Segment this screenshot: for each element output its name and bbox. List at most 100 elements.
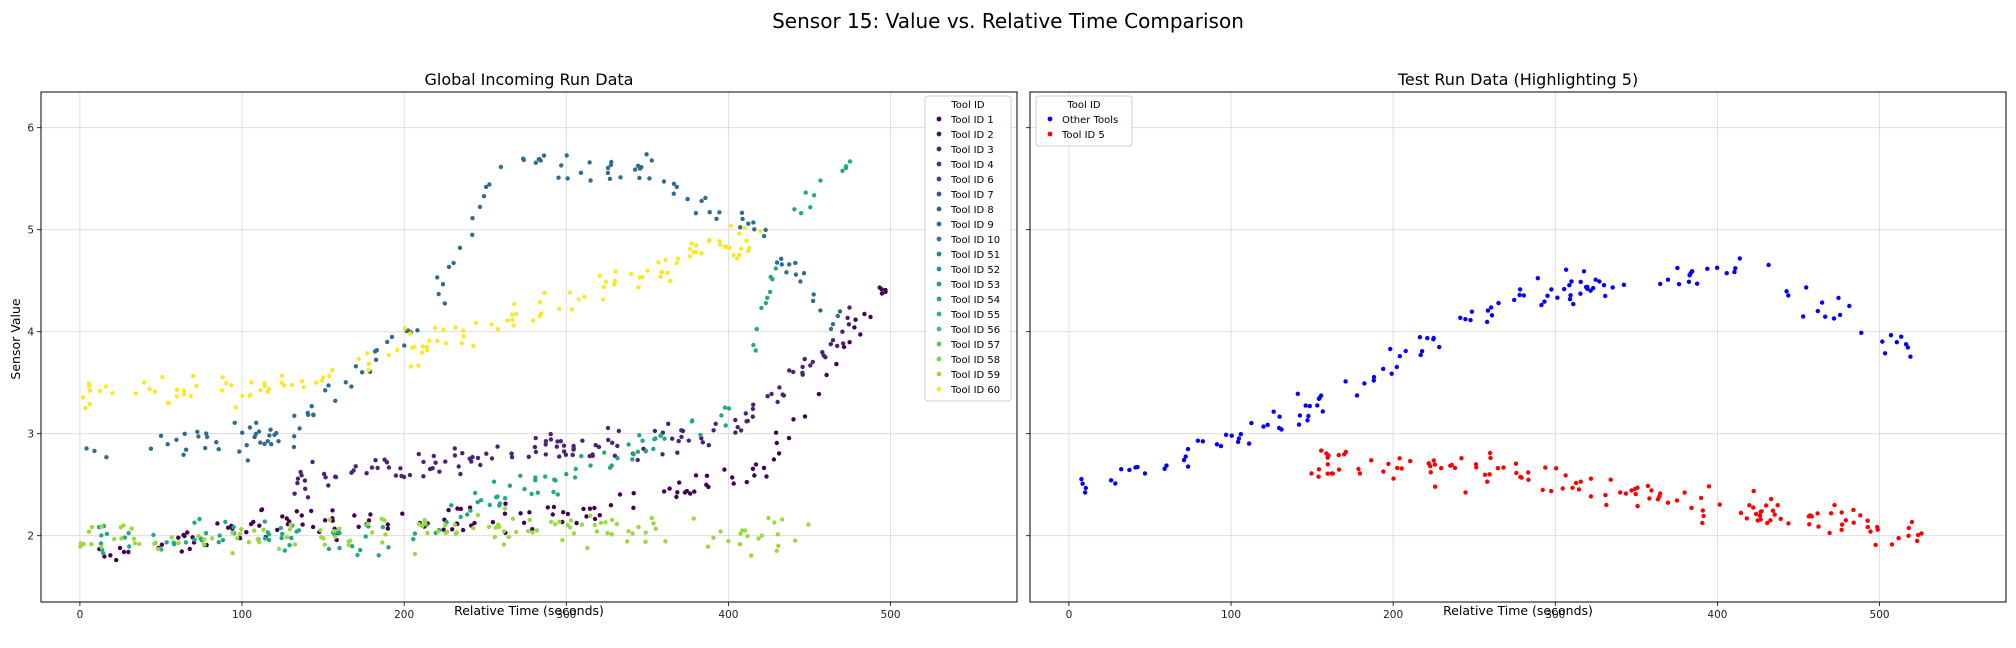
scatter-point — [1889, 542, 1895, 547]
scatter-point — [231, 524, 236, 530]
scatter-point — [803, 190, 808, 195]
scatter-point — [425, 347, 430, 353]
scatter-point — [1588, 494, 1594, 499]
scatter-point — [490, 520, 496, 525]
scatter-point — [1865, 524, 1871, 530]
scatter-point — [101, 551, 106, 556]
legend-label: Tool ID 57 — [950, 340, 1000, 351]
scatter-point — [786, 435, 792, 441]
scatter-point — [530, 530, 535, 535]
scatter-point — [643, 449, 648, 454]
scatter-point — [114, 557, 119, 563]
scatter-point — [532, 444, 538, 450]
scatter-point — [1185, 464, 1191, 469]
scatter-point — [582, 294, 587, 300]
scatter-point — [603, 520, 608, 525]
scatter-point — [753, 462, 759, 467]
scatter-point — [502, 511, 508, 516]
scatter-point — [1604, 502, 1609, 508]
scatter-point — [182, 533, 187, 539]
x-tick-label: 300 — [556, 609, 576, 621]
legend-label: Tool ID 7 — [950, 190, 994, 201]
scatter-point — [323, 475, 328, 480]
scatter-point — [309, 404, 314, 409]
scatter-point — [518, 511, 523, 516]
scatter-point — [237, 449, 242, 454]
x-tick-label: 500 — [1870, 609, 1890, 621]
scatter-point — [840, 329, 845, 334]
scatter-point — [737, 542, 743, 547]
scatter-point — [346, 539, 351, 544]
scatter-point — [742, 225, 747, 231]
scatter-point — [521, 520, 527, 525]
scatter-point — [276, 439, 281, 444]
x-tick-label: 400 — [1707, 609, 1727, 621]
scatter-point — [667, 486, 672, 491]
y-tick-label: 4 — [27, 327, 34, 339]
scatter-point — [834, 361, 839, 367]
scatter-point — [752, 473, 757, 478]
scatter-point — [478, 498, 484, 503]
scatter-point — [451, 260, 456, 266]
scatter-point — [1223, 432, 1229, 437]
scatter-point — [1757, 513, 1763, 518]
legend-marker — [936, 371, 942, 377]
scatter-point — [252, 528, 257, 533]
scatter-point — [455, 506, 460, 511]
legend-marker — [936, 251, 942, 257]
scatter-point — [1526, 470, 1531, 475]
scatter-point — [373, 458, 378, 463]
legend-label: Tool ID 59 — [950, 370, 1000, 381]
scatter-point — [440, 282, 446, 287]
scatter-point — [487, 502, 492, 508]
scatter-point — [1908, 354, 1913, 359]
scatter-point — [376, 553, 381, 558]
scatter-point — [1570, 485, 1575, 490]
scatter-point — [830, 322, 836, 327]
scatter-point — [1738, 510, 1744, 516]
scatter-point — [1425, 335, 1430, 341]
scatter-point — [1236, 436, 1242, 441]
scatter-point — [383, 532, 388, 537]
scatter-point — [327, 373, 332, 379]
scatter-point — [216, 540, 221, 545]
scatter-point — [103, 384, 109, 389]
scatter-point — [542, 290, 547, 295]
scatter-point — [793, 260, 798, 266]
scatter-point — [441, 327, 446, 333]
scatter-point — [763, 300, 769, 306]
scatter-point — [436, 291, 441, 297]
scatter-point — [176, 540, 181, 546]
legend-marker — [1047, 131, 1053, 137]
scatter-point — [1851, 520, 1856, 525]
scatter-point — [689, 241, 694, 246]
scatter-point — [1489, 313, 1495, 318]
scatter-point — [372, 349, 378, 354]
scatter-point — [618, 175, 623, 180]
scatter-point — [737, 252, 742, 257]
scatter-point — [126, 530, 131, 536]
scatter-point — [775, 532, 780, 537]
scatter-point — [579, 453, 584, 459]
scatter-point — [158, 433, 164, 438]
scatter-point — [265, 530, 270, 535]
legend-marker — [936, 161, 942, 167]
scatter-point — [543, 442, 548, 447]
left-axis-ticks: 0 100 200 300 400 500 2 3 4 5 6 — [27, 123, 900, 621]
scatter-point — [1657, 494, 1662, 499]
scatter-point — [1768, 496, 1774, 502]
scatter-point — [743, 411, 748, 416]
scatter-point — [452, 522, 458, 527]
scatter-point — [1888, 333, 1894, 338]
scatter-point — [292, 542, 298, 547]
scatter-point — [1316, 474, 1321, 479]
scatter-point — [244, 530, 249, 535]
scatter-point — [677, 480, 682, 485]
scatter-point — [369, 465, 375, 470]
scatter-point — [679, 434, 684, 440]
scatter-point — [684, 488, 690, 494]
scatter-point — [1676, 282, 1682, 287]
scatter-point — [89, 542, 94, 547]
scatter-point — [1896, 536, 1901, 541]
scatter-point — [240, 430, 245, 435]
